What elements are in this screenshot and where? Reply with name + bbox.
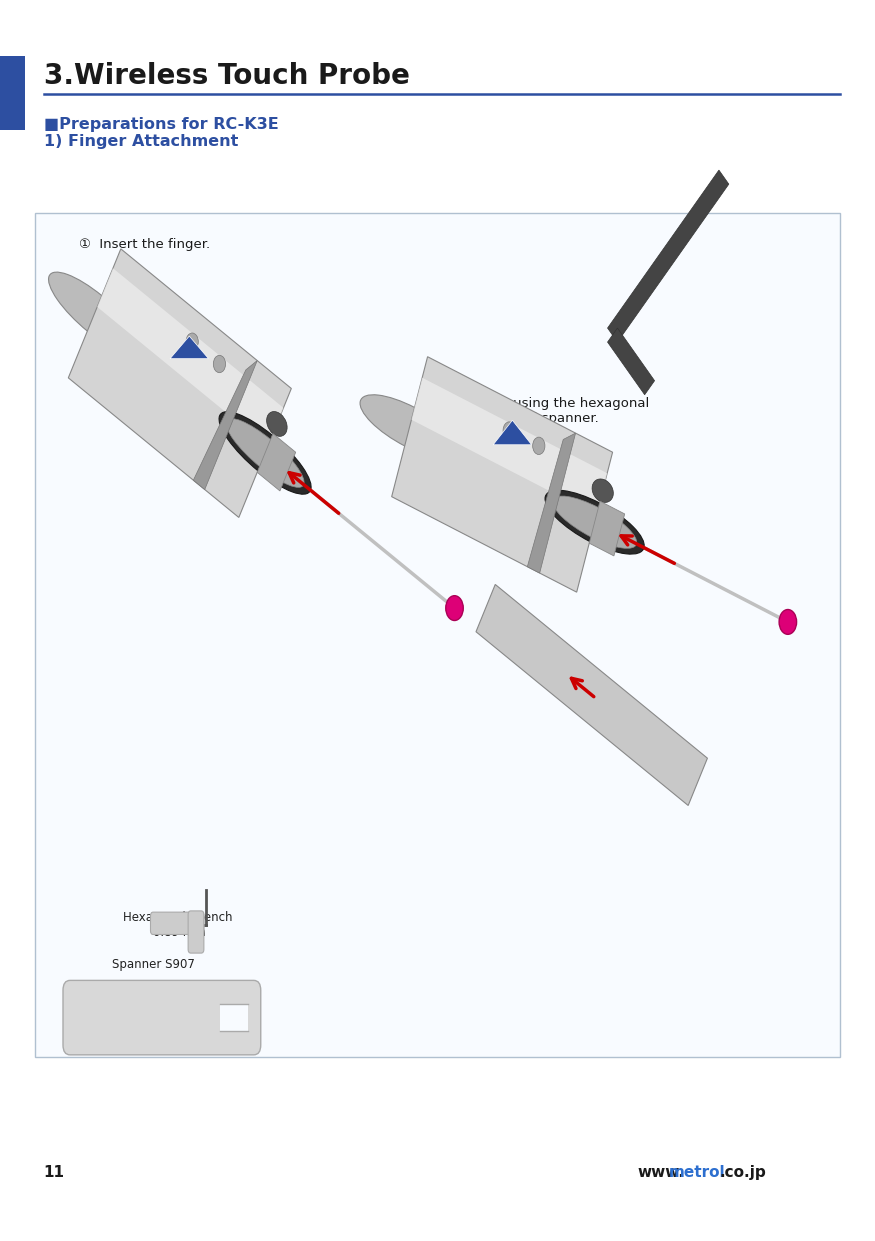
Polygon shape [170,336,208,359]
Polygon shape [528,433,576,573]
Ellipse shape [552,496,637,549]
Text: Spanner S907: Spanner S907 [112,958,194,970]
Text: www.: www. [637,1165,684,1180]
Bar [0,56,24,130]
Ellipse shape [219,412,312,494]
Polygon shape [68,249,291,517]
FancyBboxPatch shape [150,912,204,934]
Ellipse shape [48,272,141,355]
Polygon shape [476,585,707,805]
Ellipse shape [226,418,304,488]
Ellipse shape [545,490,644,555]
Ellipse shape [360,395,459,459]
FancyBboxPatch shape [220,1004,248,1031]
FancyBboxPatch shape [188,911,204,953]
Polygon shape [589,501,625,556]
Polygon shape [97,268,284,447]
Text: Hexagonal wrench
        0.89 mm: Hexagonal wrench 0.89 mm [123,911,232,939]
Text: metrol: metrol [668,1165,725,1180]
Text: 11: 11 [44,1165,65,1180]
Text: 1) Finger Attachment: 1) Finger Attachment [44,134,238,149]
Text: 3.Wireless Touch Probe: 3.Wireless Touch Probe [44,62,410,91]
Circle shape [186,333,199,350]
FancyBboxPatch shape [35,213,840,1057]
Polygon shape [493,421,532,444]
Text: ■Preparations for RC-K3E: ■Preparations for RC-K3E [44,117,278,132]
Polygon shape [193,361,257,489]
Polygon shape [392,356,612,592]
Circle shape [445,596,463,620]
FancyBboxPatch shape [63,980,261,1055]
Text: .co.jp: .co.jp [719,1165,766,1180]
Circle shape [779,609,796,634]
Polygon shape [257,433,296,491]
Circle shape [533,437,545,454]
Ellipse shape [592,479,613,503]
Polygon shape [411,377,607,515]
Text: ②  Tighten using the hexagonal
     wrench and spanner.: ② Tighten using the hexagonal wrench and… [438,397,648,426]
Circle shape [214,355,226,372]
Polygon shape [607,170,729,343]
Polygon shape [607,328,654,395]
Ellipse shape [267,412,287,437]
Text: ①  Insert the finger.: ① Insert the finger. [79,238,210,251]
Circle shape [503,422,515,439]
